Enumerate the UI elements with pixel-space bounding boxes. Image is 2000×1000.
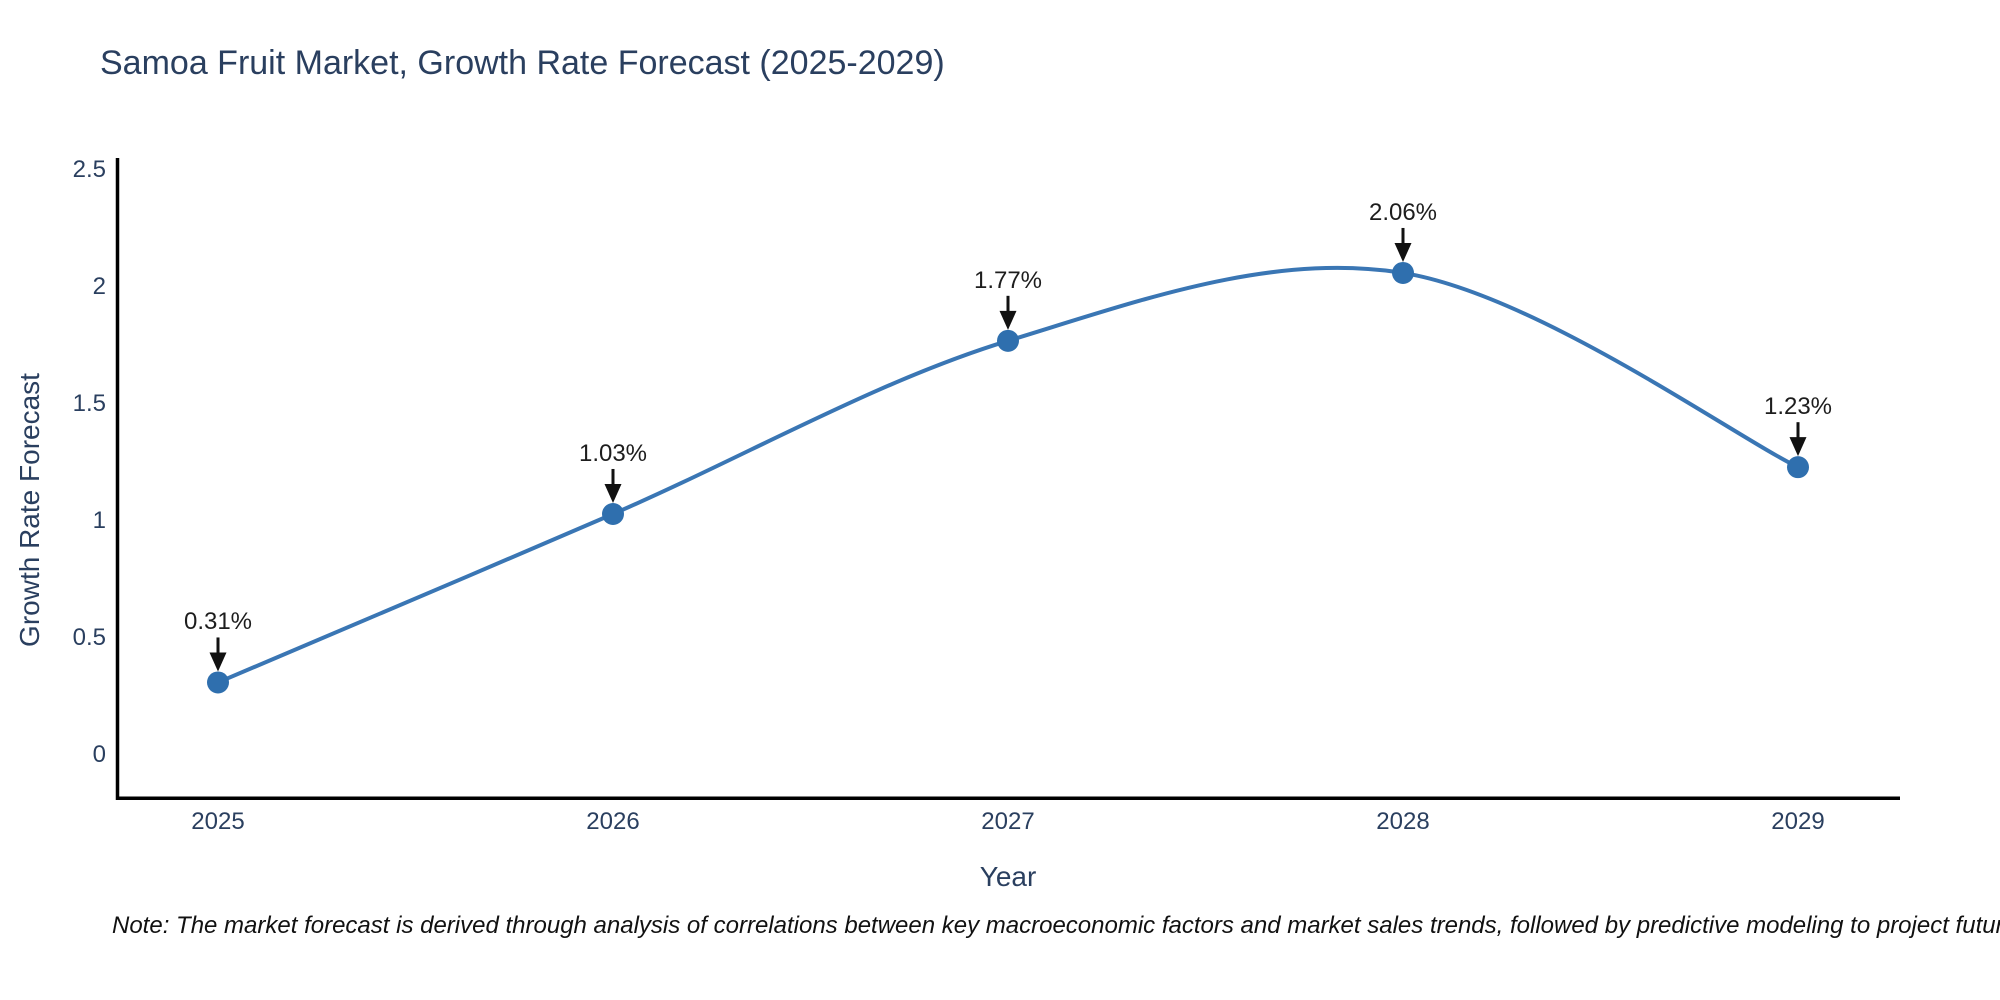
annotation-arrow-head [1394,242,1412,262]
footnote: Note: The market forecast is derived thr… [112,912,2000,939]
point-value-label: 1.23% [1763,393,1833,421]
data-point-2029[interactable] [1787,456,1809,479]
x-tick-label: 2025 [191,808,245,835]
point-value-label: 2.06% [1368,198,1438,226]
axis-spines [115,158,1900,800]
point-value-label: 1.77% [973,266,1043,294]
annotation-arrow-head [604,483,622,503]
y-axis-title: Growth Rate Forecast [14,373,45,647]
data-point-2028[interactable] [1392,261,1414,284]
point-value-label: 0.31% [183,608,253,636]
annotation-arrow-head [209,652,227,672]
y-tick-label: 0.5 [72,624,106,651]
y-tick-label: 1.5 [72,390,106,417]
point-value-label: 1.03% [578,439,648,467]
data-point-2027[interactable] [997,329,1019,352]
x-axis-title: Year [979,861,1037,892]
y-tick-label: 1 [92,507,106,534]
data-point-2026[interactable] [602,502,624,525]
x-tick-label: 2028 [1376,808,1430,835]
x-tick-label: 2026 [586,808,640,835]
y-tick-label: 2.5 [72,156,106,183]
y-tick-label: 2 [92,273,106,300]
annotation-arrow-head [999,310,1017,330]
data-point-2025[interactable] [207,671,229,694]
chart-title: Samoa Fruit Market, Growth Rate Forecast… [100,44,945,82]
annotation-arrow-head [1789,437,1807,457]
x-tick-label: 2027 [981,808,1035,835]
y-tick-label: 0 [92,741,106,768]
x-tick-label: 2029 [1771,808,1825,835]
